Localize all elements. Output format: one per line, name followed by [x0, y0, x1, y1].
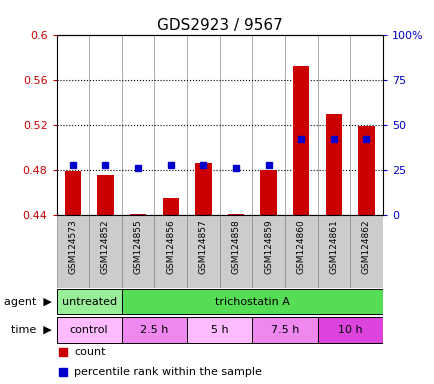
Text: GSM124856: GSM124856 [166, 219, 175, 274]
Text: GSM124859: GSM124859 [263, 219, 273, 274]
Bar [122, 289, 382, 314]
Text: control: control [70, 325, 108, 335]
Text: untreated: untreated [62, 297, 116, 307]
Bar [284, 215, 317, 288]
Text: 10 h: 10 h [337, 325, 362, 335]
Text: GSM124855: GSM124855 [133, 219, 142, 274]
Bar [122, 215, 154, 288]
Bar [65, 171, 81, 215]
Text: GSM124857: GSM124857 [198, 219, 207, 274]
Bar [56, 289, 122, 314]
Bar [187, 317, 252, 343]
Bar [349, 215, 382, 288]
Bar [252, 215, 284, 288]
Text: GSM124858: GSM124858 [231, 219, 240, 274]
Bar [219, 215, 252, 288]
Text: 5 h: 5 h [210, 325, 228, 335]
Bar [325, 114, 341, 215]
Text: 7.5 h: 7.5 h [270, 325, 299, 335]
Text: agent  ▶: agent ▶ [4, 297, 52, 307]
Title: GDS2923 / 9567: GDS2923 / 9567 [156, 18, 282, 33]
Bar [162, 199, 178, 215]
Bar [187, 215, 219, 288]
Bar [317, 317, 382, 343]
Text: 2.5 h: 2.5 h [140, 325, 168, 335]
Text: count: count [74, 347, 106, 357]
Text: GSM124852: GSM124852 [101, 219, 110, 274]
Text: percentile rank within the sample: percentile rank within the sample [74, 367, 262, 377]
Bar [89, 215, 122, 288]
Bar [122, 317, 187, 343]
Text: trichostatin A: trichostatin A [214, 297, 289, 307]
Bar [293, 66, 309, 215]
Bar [227, 214, 243, 215]
Text: GSM124573: GSM124573 [68, 219, 77, 274]
Text: GSM124861: GSM124861 [329, 219, 338, 274]
Bar [317, 215, 349, 288]
Text: GSM124862: GSM124862 [361, 219, 370, 274]
Bar [154, 215, 187, 288]
Bar [195, 164, 211, 215]
Bar [56, 215, 89, 288]
Bar [252, 317, 317, 343]
Bar [260, 170, 276, 215]
Bar [358, 126, 374, 215]
Bar [97, 175, 113, 215]
Text: time  ▶: time ▶ [11, 325, 52, 335]
Text: GSM124860: GSM124860 [296, 219, 305, 274]
Bar [56, 317, 122, 343]
Bar [130, 214, 146, 215]
